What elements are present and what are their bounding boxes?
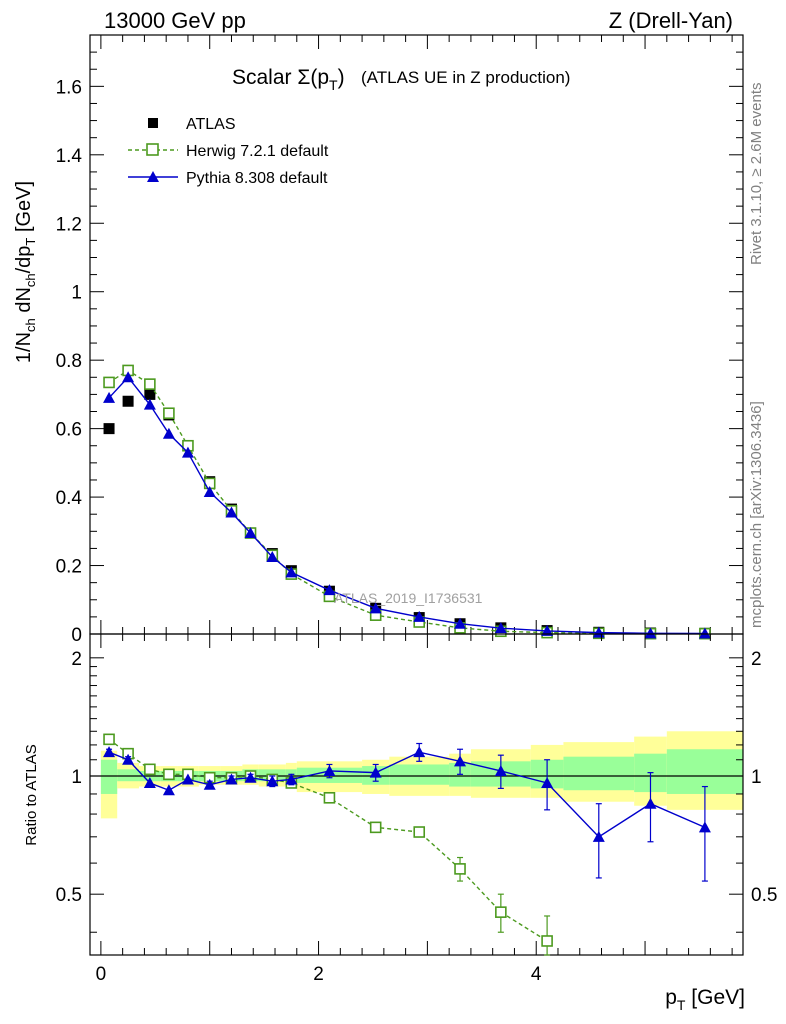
- main-point-pythia: [698, 627, 711, 639]
- main-point-pythia: [323, 584, 336, 596]
- main-point-herwig: [103, 376, 115, 389]
- legend-marker-pythia: [147, 171, 159, 182]
- ratio-band-green: [389, 764, 450, 785]
- mcplots-label: mcplots.cern.ch [arXiv:1306.3436]: [748, 401, 765, 628]
- energy-label: 13000 GeV pp: [104, 8, 246, 33]
- ratio-point-pythia: [266, 775, 279, 787]
- main-ytick-label: 1.6: [56, 77, 82, 98]
- main-point-pythia: [454, 617, 467, 629]
- main-point-pythia: [203, 485, 216, 497]
- ratio-point-pythia: [494, 764, 507, 776]
- ratio-point-herwig: [144, 763, 156, 776]
- main-ytick-label: 0: [71, 625, 82, 646]
- main-ytick-label: 1.4: [56, 146, 83, 167]
- main-point-pythia: [369, 602, 382, 614]
- ratio-ytick-label-right: 2: [751, 649, 762, 670]
- xtick-label: 2: [313, 964, 324, 985]
- main-ytick-label: 0.8: [56, 351, 82, 372]
- main-point-pythia: [244, 527, 257, 539]
- plot-title-prefix: Scalar Σ(p: [232, 66, 329, 89]
- ratio-point-pythia: [541, 776, 554, 788]
- main-point-pythia: [644, 627, 657, 639]
- ratio-point-pythia: [369, 766, 382, 778]
- legend-label-herwig: Herwig 7.2.1 default: [186, 143, 329, 160]
- process-label: Z (Drell-Yan): [609, 8, 733, 33]
- main-plot-panel: 0 0.2 0.4 0.6 0.8 1 1.2 1.4 1.6: [56, 34, 744, 646]
- ratio-point-pythia: [323, 764, 336, 776]
- main-point-herwig: [163, 407, 175, 420]
- main-point-pythia: [266, 550, 279, 562]
- ratio-point-pythia: [143, 776, 156, 788]
- ratio-ytick-label-right: 1: [751, 767, 762, 788]
- ratio-point-herwig: [413, 826, 426, 838]
- main-point-atlas: [103, 423, 115, 435]
- ratio-point-pythia: [225, 773, 238, 785]
- ratio-point-herwig: [495, 906, 507, 918]
- main-point-pythia: [494, 622, 507, 634]
- ratio-point-herwig: [369, 821, 382, 834]
- ratio-point-pythia: [181, 773, 194, 785]
- ratio-point-herwig: [323, 792, 336, 804]
- legend-label-atlas: ATLAS: [186, 116, 236, 133]
- ratio-plot-panel: 0 2 4 0.5 0.5 1 1 2 2: [56, 633, 777, 985]
- ratio-point-pythia: [698, 821, 711, 833]
- ratio-series-line-0: [108, 738, 548, 942]
- main-ylabel: 1/Nch dNch/dpT [GeV]: [13, 181, 38, 363]
- ratio-point-pythia: [122, 753, 135, 765]
- main-ytick-label: 0.6: [56, 420, 82, 441]
- ratio-point-pythia: [244, 771, 257, 783]
- ratio-point-pythia: [285, 773, 298, 785]
- xtick-label: 4: [531, 964, 542, 985]
- xlabel: pT [GeV]: [665, 986, 745, 1013]
- main-point-pythia: [413, 610, 426, 622]
- main-ytick-label: 0.2: [56, 557, 82, 578]
- plot-title-suffix: ): [338, 66, 345, 89]
- ratio-band-green: [563, 756, 635, 791]
- ratio-point-pythia: [644, 797, 657, 809]
- main-point-herwig: [144, 378, 156, 390]
- main-point-pythia: [143, 398, 156, 410]
- xtick-label: 0: [96, 964, 107, 985]
- ratio-point-pythia: [413, 746, 426, 758]
- plot-title: Scalar Σ(pT): [232, 66, 345, 93]
- legend-label-pythia: Pythia 8.308 default: [186, 170, 328, 187]
- analysis-watermark: ATLAS_2019_I1736531: [334, 590, 483, 606]
- plot-title-extra: (ATLAS UE in Z production): [361, 68, 570, 87]
- ratio-point-pythia: [162, 784, 175, 796]
- ratio-band-green: [100, 759, 118, 794]
- ratio-ytick-label-left: 2: [71, 649, 82, 670]
- rivet-version-label: Rivet 3.1.10, ≥ 2.6M events: [748, 83, 765, 266]
- main-point-pythia: [181, 446, 194, 458]
- main-point-atlas: [144, 388, 156, 400]
- ratio-point-herwig: [541, 935, 553, 947]
- ratio-point-pythia: [203, 778, 216, 790]
- ratio-ylabel: Ratio to ATLAS: [23, 744, 40, 845]
- ratio-point-herwig: [103, 733, 115, 746]
- ratio-point-pythia: [592, 830, 605, 842]
- legend-marker-atlas: [148, 118, 158, 128]
- ratio-point-herwig: [163, 768, 175, 781]
- ratio-point-pythia: [103, 746, 116, 758]
- main-ytick-label: 0.4: [56, 488, 83, 509]
- ratio-ytick-label-left: 0.5: [56, 885, 82, 906]
- main-point-pythia: [103, 391, 116, 403]
- main-point-pythia: [225, 506, 238, 518]
- main-point-pythia: [162, 427, 175, 439]
- main-point-atlas: [122, 395, 134, 407]
- ratio-point-pythia: [454, 755, 467, 767]
- plot-title-sub: T: [329, 77, 338, 93]
- ratio-ytick-label-left: 1: [71, 767, 82, 788]
- main-ytick-label: 1.2: [56, 214, 82, 235]
- main-ytick-label: 1: [71, 283, 82, 304]
- main-point-pythia: [285, 566, 298, 578]
- main-point-pythia: [541, 624, 554, 636]
- ratio-point-herwig: [454, 863, 466, 875]
- ratio-ytick-label-right: 0.5: [751, 885, 777, 906]
- ratio-band-green: [117, 769, 139, 782]
- legend-marker-herwig: [146, 143, 159, 156]
- legend: ATLAS Herwig 7.2.1 default Pythia 8.308 …: [128, 116, 329, 187]
- ratio-frame: [89, 633, 744, 956]
- main-point-pythia: [122, 371, 135, 383]
